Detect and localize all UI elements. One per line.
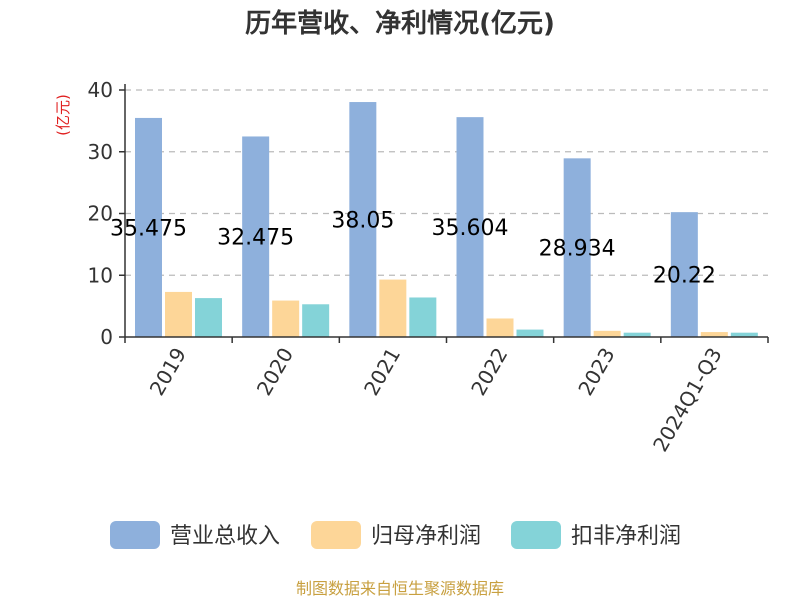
y-tick-label: 0: [100, 325, 113, 349]
legend: 营业总收入 归母净利润 扣非净利润: [110, 521, 681, 549]
legend-swatch: [511, 521, 561, 549]
bar: [409, 297, 437, 337]
x-tick-label: 2022: [466, 344, 512, 400]
legend-label: 扣非净利润: [571, 524, 681, 549]
bar: [670, 212, 698, 337]
data-label: 20.22: [653, 264, 716, 289]
bar: [563, 158, 591, 337]
bar: [302, 304, 330, 337]
bar: [379, 279, 407, 337]
x-tick-label: 2024Q1-Q3: [648, 344, 727, 456]
chart-title: 历年营收、净利情况(亿元): [245, 8, 555, 39]
y-tick-label: 40: [88, 78, 113, 102]
data-label: 35.604: [432, 216, 509, 241]
x-tick-label: 2020: [252, 344, 298, 400]
grid-lines: [125, 89, 768, 276]
legend-swatch: [110, 521, 160, 549]
bar: [349, 102, 377, 337]
bar: [516, 329, 544, 337]
data-label: 28.934: [539, 237, 616, 262]
bar: [623, 332, 651, 337]
bar: [593, 330, 621, 337]
x-tick-label: 2019: [145, 344, 191, 400]
legend-label: 归母净利润: [371, 524, 481, 549]
data-labels: 35.475 32.475 38.05 35.604 28.934 20.22: [110, 209, 716, 289]
y-axis-label: (亿元): [54, 94, 72, 136]
bar: [272, 300, 300, 337]
bar: [195, 298, 222, 337]
legend-label: 营业总收入: [170, 524, 280, 549]
data-label: 35.475: [110, 216, 187, 241]
legend-swatch: [311, 521, 361, 549]
y-tick-label: 20: [88, 202, 113, 226]
bar: [700, 332, 728, 337]
bar: [135, 117, 162, 338]
x-tick-label: 2023: [573, 344, 619, 400]
data-label: 32.475: [217, 226, 294, 251]
bar: [165, 291, 192, 337]
bar: [456, 117, 484, 338]
data-label: 38.05: [331, 209, 394, 234]
x-tick-label: 2021: [359, 344, 405, 400]
bar: [730, 332, 758, 337]
y-tick-label: 30: [88, 140, 113, 164]
y-tick-label: 10: [88, 263, 113, 287]
bar: [486, 318, 514, 337]
bar: [242, 136, 270, 337]
bars: [135, 102, 758, 338]
source-note: 制图数据来自恒生聚源数据库: [296, 579, 504, 598]
